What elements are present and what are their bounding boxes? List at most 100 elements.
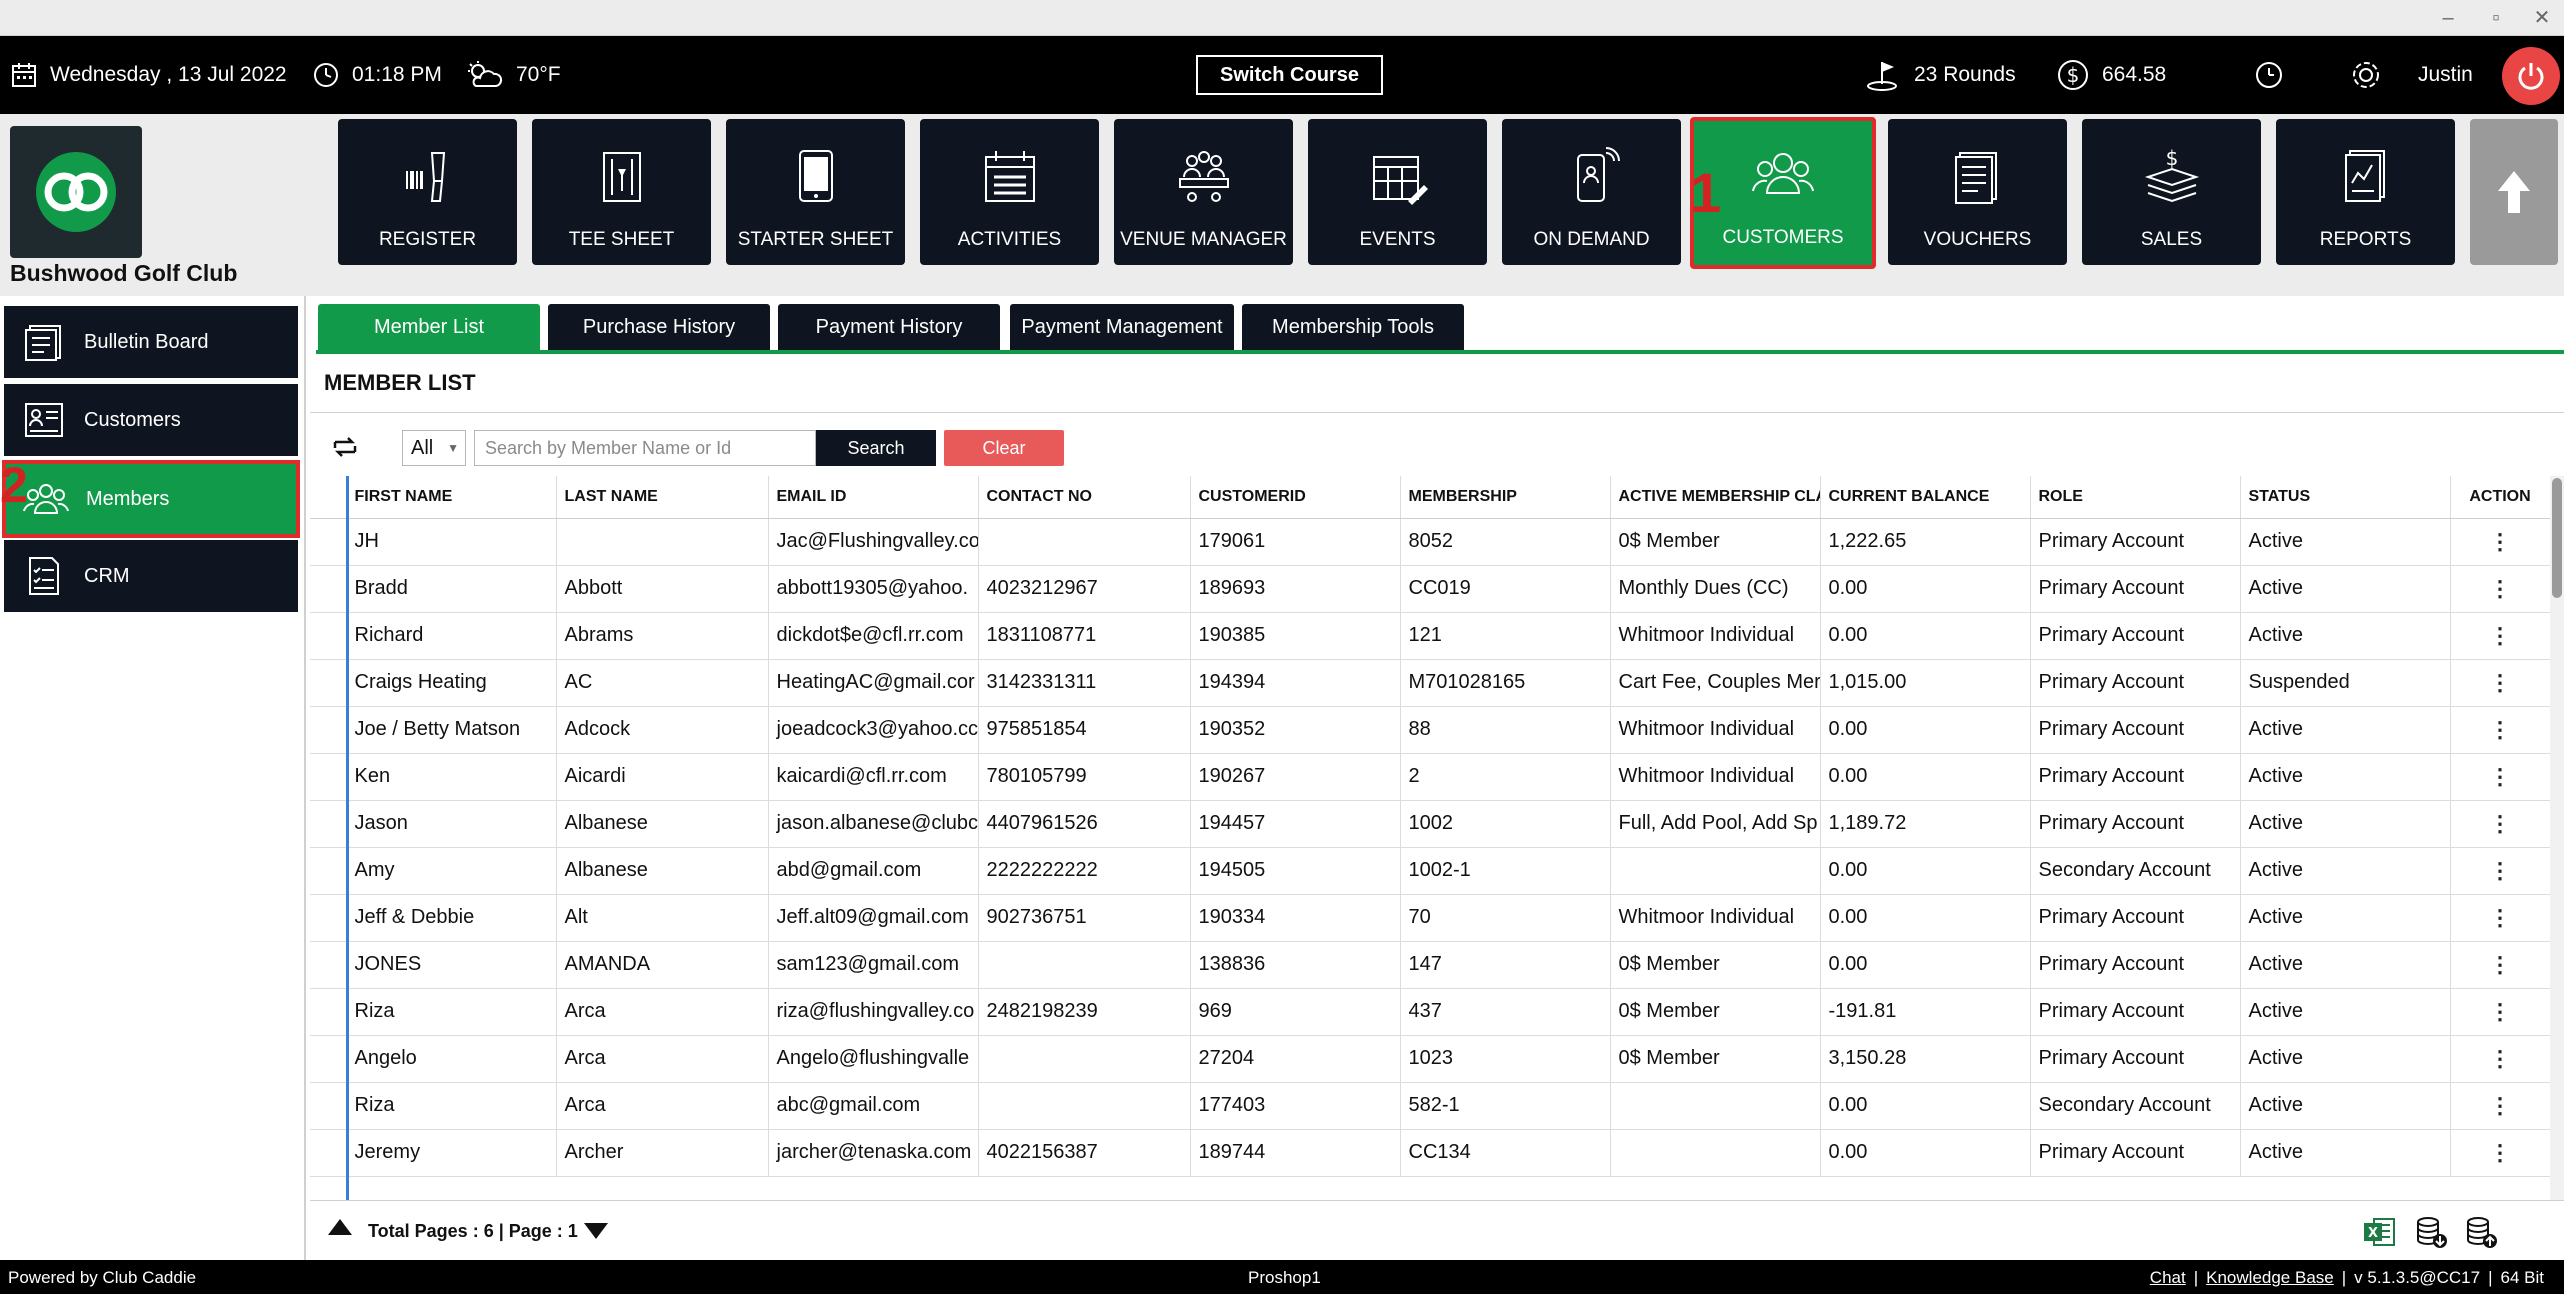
column-header[interactable]: STATUS [2240, 476, 2451, 519]
nav-tile-reports[interactable]: REPORTS [2276, 119, 2455, 265]
table-row[interactable]: Richard Abrams dickdot$e@cfl.rr.com 1831108… [310, 612, 2550, 660]
nav-tile-starter-sheet[interactable]: STARTER SHEET [726, 119, 905, 265]
kebab-menu-icon[interactable]: ⋮ [2489, 575, 2511, 601]
logout-button[interactable] [2502, 47, 2560, 105]
column-header[interactable]: CONTACT NO [978, 476, 1191, 519]
table-row[interactable]: Ken Aicardi kaicardi@cfl.rr.com 780105799 19… [310, 753, 2550, 801]
kebab-menu-icon[interactable]: ⋮ [2489, 1092, 2511, 1118]
table-row[interactable]: JH Jac@Flushingvalley.co 179061 8052 0$ Memb… [310, 518, 2550, 566]
rounds-display[interactable]: 23 Rounds [1866, 36, 2016, 114]
settings-button[interactable] [2348, 36, 2396, 114]
arrow-up-icon [2498, 171, 2530, 213]
sidebar-item-crm[interactable]: CRM [4, 540, 298, 612]
column-header[interactable]: CURRENT BALANCE [1820, 476, 2031, 519]
table-cell: 1023 [1400, 1035, 1611, 1083]
sidebar-item-members[interactable]: Members [2, 460, 300, 538]
tab-membership-tools[interactable]: Membership Tools [1242, 304, 1464, 350]
table-row[interactable]: Riza Arca abc@gmail.com 177403 582-1 0.00 Seco… [310, 1082, 2550, 1130]
kebab-menu-icon[interactable]: ⋮ [2489, 716, 2511, 742]
kebab-menu-icon[interactable]: ⋮ [2489, 669, 2511, 695]
member-table: FIRST NAME LAST NAME EMAIL ID CONTACT NO… [310, 476, 2550, 1177]
table-row[interactable]: Amy Albanese abd@gmail.com 2222222222 194505… [310, 847, 2550, 895]
nav-tile-tee-sheet[interactable]: TEE SHEET [532, 119, 711, 265]
refresh-icon [333, 437, 357, 457]
switch-course-button[interactable]: Switch Course [1196, 55, 1383, 95]
scrollbar-thumb[interactable] [2552, 478, 2562, 598]
kebab-menu-icon[interactable]: ⋮ [2489, 528, 2511, 554]
kebab-menu-icon[interactable]: ⋮ [2489, 1139, 2511, 1165]
clear-button[interactable]: Clear [944, 430, 1064, 466]
column-header[interactable]: MEMBERSHIP [1400, 476, 1611, 519]
tab-payment-history[interactable]: Payment History [778, 304, 1000, 350]
kebab-menu-icon[interactable]: ⋮ [2489, 857, 2511, 883]
next-page-button[interactable] [582, 1221, 610, 1246]
nav-tile-on-demand[interactable]: ON DEMAND [1502, 119, 1681, 265]
previous-page-button[interactable] [326, 1217, 354, 1242]
knowledge-base-link[interactable]: Knowledge Base [2206, 1268, 2334, 1287]
table-row[interactable]: Angelo Arca Angelo@flushingvalle 27204 1023 0… [310, 1035, 2550, 1083]
nav-tile-register[interactable]: REGISTER [338, 119, 517, 265]
table-cell [978, 1082, 1191, 1130]
refresh-button[interactable] [330, 432, 360, 467]
table-row[interactable]: JONES AMANDA sam123@gmail.com 138836 147 0$ M… [310, 941, 2550, 989]
table-row[interactable]: Jeremy Archer jarcher@tenaska.com 402215638… [310, 1129, 2550, 1177]
vertical-scrollbar[interactable] [2550, 476, 2564, 1200]
export-excel-button[interactable]: X [2362, 1215, 2396, 1254]
column-header[interactable]: ROLE [2030, 476, 2241, 519]
nav-tile-vouchers[interactable]: VOUCHERS [1888, 119, 2067, 265]
database-upload-button[interactable] [2464, 1215, 2498, 1254]
table-cell: 190352 [1190, 706, 1401, 754]
column-header[interactable]: ACTIVE MEMBERSHIP CLA [1610, 476, 1821, 519]
kebab-menu-icon[interactable]: ⋮ [2489, 951, 2511, 977]
row-spacer-cell [310, 706, 347, 754]
column-header[interactable]: LAST NAME [556, 476, 769, 519]
sidebar-item-customers[interactable]: Customers [4, 384, 298, 456]
table-row[interactable]: Jason Albanese jason.albanese@clubc 4407961… [310, 800, 2550, 848]
balance-display[interactable]: $ 664.58 [2056, 36, 2166, 114]
close-icon[interactable]: ✕ [2533, 7, 2551, 29]
tab-payment-management[interactable]: Payment Management [1010, 304, 1234, 350]
kebab-menu-icon[interactable]: ⋮ [2489, 998, 2511, 1024]
time-display: 01:18 PM [312, 36, 442, 114]
column-header[interactable]: CUSTOMERID [1190, 476, 1401, 519]
column-header[interactable]: FIRST NAME [346, 476, 557, 519]
table-cell: 0.00 [1820, 1129, 2031, 1177]
minimize-icon[interactable]: – [2442, 7, 2454, 29]
table-cell: Active [2240, 847, 2451, 895]
row-spacer-cell [310, 941, 347, 989]
tab-member-list[interactable]: Member List [318, 304, 540, 350]
sidebar-item-bulletin-board[interactable]: Bulletin Board [4, 306, 298, 378]
kebab-menu-icon[interactable]: ⋮ [2489, 810, 2511, 836]
tab-purchase-history[interactable]: Purchase History [548, 304, 770, 350]
search-button[interactable]: Search [816, 430, 936, 466]
nav-tile-activities[interactable]: ACTIVITIES [920, 119, 1099, 265]
maximize-icon[interactable]: ▫ [2492, 7, 2500, 29]
table-row[interactable]: Craigs Heating AC HeatingAC@gmail.cor 31423… [310, 659, 2550, 707]
table-row[interactable]: Riza Arca riza@flushingvalley.co 2482198239… [310, 988, 2550, 1036]
table-cell [978, 518, 1191, 566]
filter-select[interactable]: All ▼ [402, 430, 466, 466]
history-clock-button[interactable] [2254, 36, 2296, 114]
nav-tile-sales[interactable]: $ SALES [2082, 119, 2261, 265]
scroll-up-button[interactable] [2470, 119, 2558, 265]
nav-tile-venue-manager[interactable]: VENUE MANAGER [1114, 119, 1293, 265]
club-caddie-logo [10, 126, 142, 258]
database-download-button[interactable] [2414, 1215, 2448, 1254]
kebab-menu-icon[interactable]: ⋮ [2489, 1045, 2511, 1071]
top-info-bar: Wednesday , 13 Jul 2022 01:18 PM 70°F Sw… [0, 36, 2564, 114]
table-cell: dickdot$e@cfl.rr.com [768, 612, 979, 660]
kebab-menu-icon[interactable]: ⋮ [2489, 763, 2511, 789]
nav-tile-label: ON DEMAND [1533, 229, 1650, 250]
column-header[interactable]: EMAIL ID [768, 476, 979, 519]
table-row[interactable]: Jeff & Debbie Alt Jeff.alt09@gmail.com 9027… [310, 894, 2550, 942]
search-input[interactable] [474, 430, 816, 466]
table-row[interactable]: Bradd Abbott abbott19305@yahoo. 4023212967 1… [310, 565, 2550, 613]
kebab-menu-icon[interactable]: ⋮ [2489, 622, 2511, 648]
nav-tile-customers[interactable]: CUSTOMERS [1690, 117, 1876, 269]
user-name[interactable]: Justin [2418, 63, 2473, 86]
kebab-menu-icon[interactable]: ⋮ [2489, 904, 2511, 930]
table-cell: 437 [1400, 988, 1611, 1036]
table-row[interactable]: Joe / Betty Matson Adcock joeadcock3@yahoo… [310, 706, 2550, 754]
chat-link[interactable]: Chat [2149, 1268, 2186, 1287]
nav-tile-events[interactable]: EVENTS [1308, 119, 1487, 265]
